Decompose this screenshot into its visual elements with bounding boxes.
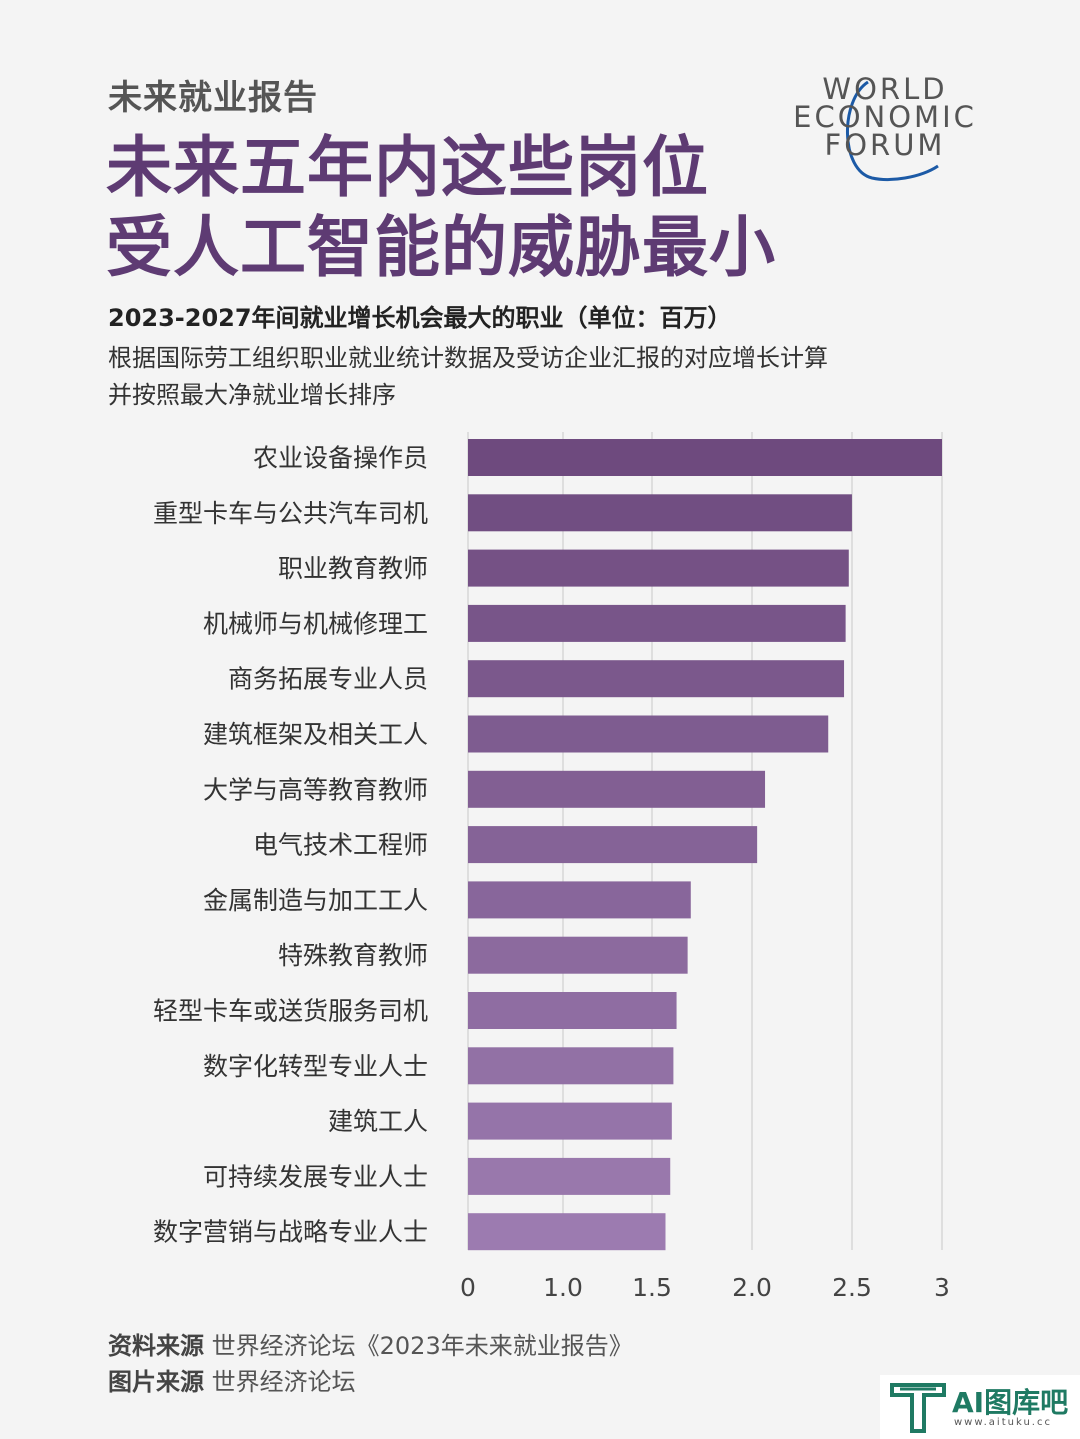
- bar-14: [468, 1213, 666, 1251]
- bar-0: [468, 439, 942, 476]
- logo-line-2: ECONOMIC: [793, 100, 977, 134]
- bar-1: [468, 494, 852, 532]
- title-line-1: 未来五年内这些岗位: [106, 129, 709, 206]
- x-tick-label-3: 2.0: [732, 1273, 772, 1302]
- source-label: 资料来源: [108, 1332, 204, 1360]
- report-label: 未来就业报告: [108, 78, 318, 118]
- bar-5: [468, 715, 829, 753]
- x-tick-label-1: 1.0: [543, 1273, 583, 1302]
- bar-7: [468, 826, 758, 864]
- category-label-14: 数字营销与战略专业人士: [153, 1218, 428, 1247]
- category-label-3: 机械师与机械修理工: [203, 609, 428, 638]
- title-line-2: 受人工智能的威胁最小: [106, 209, 776, 286]
- category-label-1: 重型卡车与公共汽车司机: [153, 499, 428, 528]
- x-tick-label-5: 3: [934, 1273, 950, 1302]
- category-label-10: 轻型卡车或送货服务司机: [153, 997, 428, 1026]
- category-label-5: 建筑框架及相关工人: [203, 720, 428, 749]
- image-source-label: 图片来源: [108, 1368, 204, 1396]
- bar-9: [468, 936, 688, 974]
- x-tick-label-0: 0: [460, 1273, 476, 1302]
- category-label-4: 商务拓展专业人员: [228, 665, 428, 694]
- bar-8: [468, 881, 691, 919]
- bar-2: [468, 549, 849, 587]
- category-label-13: 可持续发展专业人士: [203, 1162, 428, 1191]
- category-label-7: 电气技术工程师: [253, 831, 428, 860]
- source-text: 世界经济论坛《2023年未来就业报告》: [211, 1332, 633, 1360]
- category-label-6: 大学与高等教育教师: [203, 775, 428, 804]
- bar-chart: 农业设备操作员重型卡车与公共汽车司机职业教育教师机械师与机械修理工商务拓展专业人…: [153, 432, 950, 1302]
- watermark-logo-icon: [890, 1383, 946, 1433]
- wef-logo: WORLD ECONOMIC FORUM: [780, 70, 990, 190]
- x-tick-label-4: 2.5: [832, 1273, 872, 1302]
- category-label-0: 农业设备操作员: [253, 444, 428, 473]
- page-title: 未来五年内这些岗位 受人工智能的威胁最小: [106, 128, 776, 288]
- source-note: 资料来源 世界经济论坛《2023年未来就业报告》: [108, 1326, 633, 1361]
- watermark: AI图库吧 www.aituku.cc: [880, 1375, 1080, 1439]
- image-source-text: 世界经济论坛: [211, 1368, 356, 1396]
- category-label-9: 特殊教育教师: [278, 941, 428, 970]
- category-label-11: 数字化转型专业人士: [203, 1052, 428, 1081]
- image-source-note: 图片来源 世界经济论坛: [108, 1362, 356, 1397]
- chart-description-line-1: 根据国际劳工组织职业就业统计数据及受访企业汇报的对应增长计算: [108, 344, 828, 372]
- logo-line-1: WORLD: [822, 72, 948, 106]
- category-label-2: 职业教育教师: [278, 554, 428, 583]
- category-label-8: 金属制造与加工工人: [203, 886, 428, 915]
- x-tick-label-2: 1.5: [632, 1273, 672, 1302]
- bar-10: [468, 992, 677, 1029]
- bar-13: [468, 1157, 671, 1195]
- bar-6: [468, 770, 766, 808]
- logo-line-3: FORUM: [824, 128, 946, 162]
- watermark-text: AI图库吧: [952, 1386, 1069, 1419]
- category-label-12: 建筑工人: [328, 1107, 428, 1136]
- chart-description-line-2: 并按照最大净就业增长排序: [108, 381, 396, 409]
- bar-3: [468, 604, 846, 642]
- bar-12: [468, 1102, 672, 1140]
- watermark-url: www.aituku.cc: [954, 1417, 1052, 1428]
- bar-11: [468, 1047, 674, 1085]
- logo-arc-icon: [846, 80, 939, 181]
- chart-subtitle: 2023-2027年间就业增长机会最大的职业（单位：百万）: [108, 304, 732, 332]
- bar-4: [468, 660, 845, 698]
